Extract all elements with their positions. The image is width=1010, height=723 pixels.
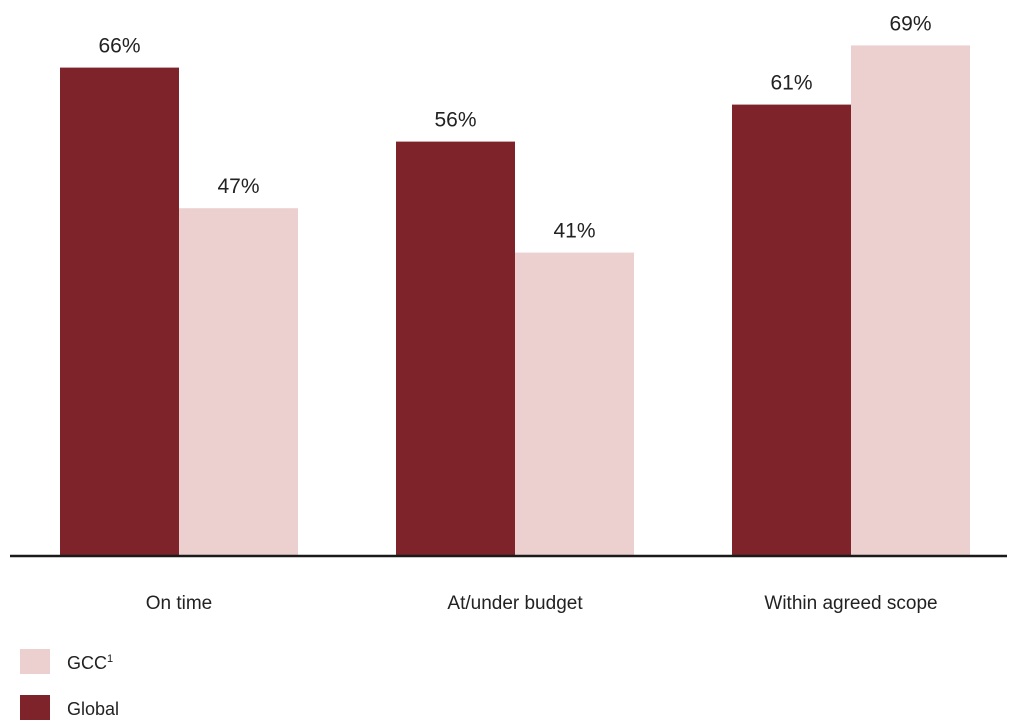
category-labels-group: On time At/under budget Within agreed scop… xyxy=(146,593,938,614)
value-label-global-at-under-budget: 56% xyxy=(434,109,476,132)
legend-swatch-gcc xyxy=(20,649,50,674)
legend-label-gcc-footnote: 1 xyxy=(107,653,113,665)
bar-global-within-agreed-scope xyxy=(732,104,851,556)
legend-swatch-global xyxy=(20,695,50,720)
value-label-global-within-agreed-scope: 61% xyxy=(770,72,812,95)
bar-global-on-time xyxy=(60,67,179,556)
bar-global-at-under-budget xyxy=(396,141,515,556)
bar-gcc-within-agreed-scope xyxy=(851,45,970,557)
category-label-within-agreed-scope: Within agreed scope xyxy=(764,593,937,614)
legend-label-gcc-text: GCC xyxy=(67,653,107,673)
category-label-at-under-budget: At/under budget xyxy=(447,593,583,614)
value-label-gcc-at-under-budget: 41% xyxy=(553,220,595,243)
bar-gcc-at-under-budget xyxy=(515,252,634,556)
bars-group xyxy=(60,45,970,557)
value-labels-group: 66% 47% 56% 41% 61% 69% xyxy=(98,12,931,242)
value-label-global-on-time: 66% xyxy=(98,35,140,58)
legend-label-gcc: GCC1 xyxy=(67,653,113,673)
category-label-on-time: On time xyxy=(146,593,213,614)
value-label-gcc-within-agreed-scope: 69% xyxy=(889,12,931,35)
value-label-gcc-on-time: 47% xyxy=(217,175,259,198)
legend-item-global: Global xyxy=(20,695,119,720)
bar-gcc-on-time xyxy=(179,208,298,556)
legend-label-global: Global xyxy=(67,699,119,719)
legend: GCC1 Global xyxy=(20,649,119,720)
legend-item-gcc: GCC1 xyxy=(20,649,113,674)
